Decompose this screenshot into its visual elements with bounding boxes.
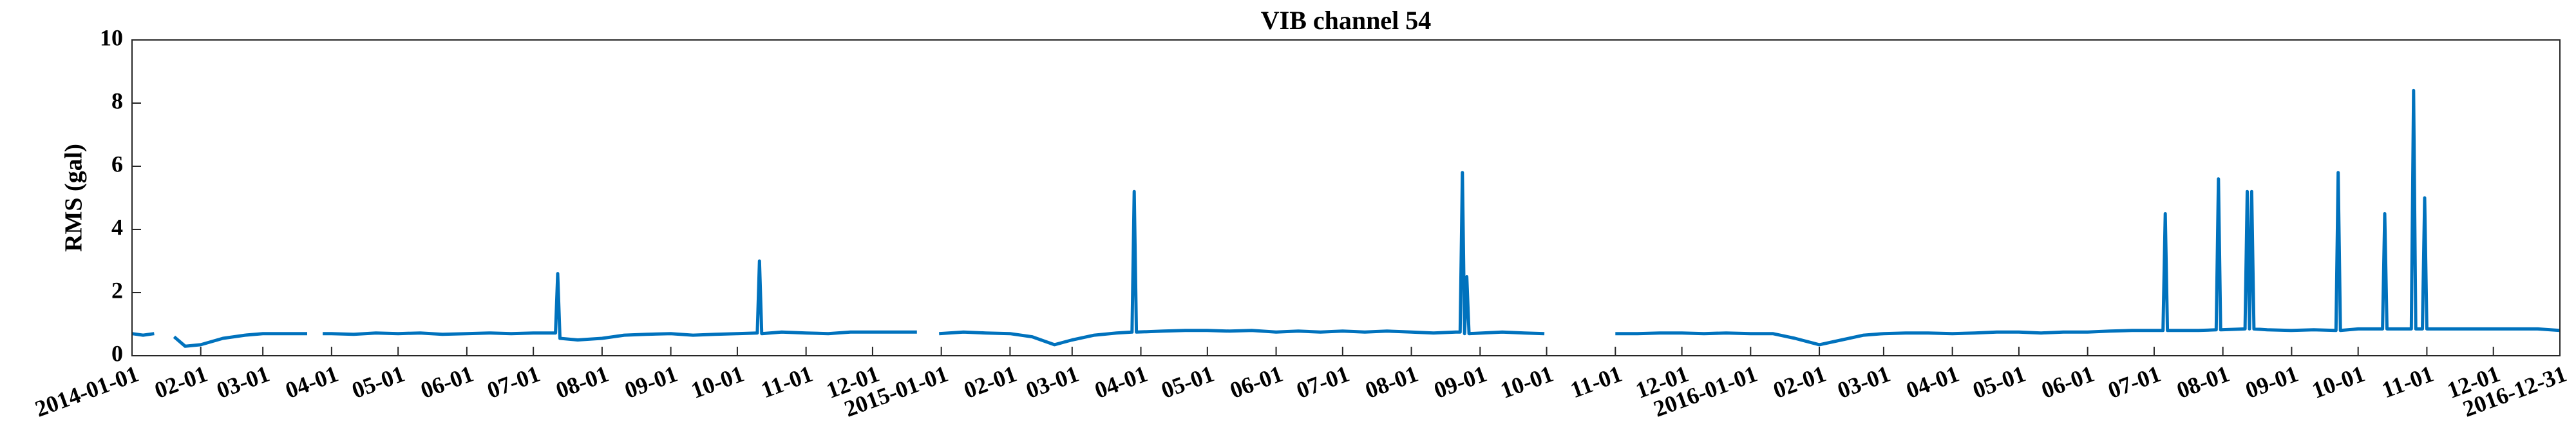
x-tick-label: 06-01 — [417, 361, 477, 403]
x-tick-label: 10-01 — [1497, 361, 1557, 403]
x-tick-label: 11-01 — [757, 361, 816, 403]
y-axis-label: RMS (gal) — [61, 144, 88, 252]
x-tick-label: 04-01 — [282, 361, 342, 403]
x-tick-label: 03-01 — [1834, 361, 1894, 403]
y-tick-label: 4 — [111, 214, 123, 240]
x-tick-label: 05-01 — [348, 361, 408, 403]
x-tick-label: 10-01 — [2309, 361, 2369, 403]
plot-frame — [131, 39, 2561, 356]
x-tick-label: 11-01 — [2378, 361, 2437, 403]
x-tick-label: 04-01 — [1091, 361, 1151, 403]
x-tick-label: 07-01 — [2105, 361, 2164, 403]
x-tick-label: 07-01 — [484, 361, 544, 403]
x-tick-label: 05-01 — [1969, 361, 2029, 403]
x-tick-label: 03-01 — [213, 361, 273, 403]
x-tick-label: 11-01 — [1567, 361, 1625, 403]
x-tick-label: 08-01 — [2174, 361, 2233, 403]
x-tick-label: 05-01 — [1158, 361, 1218, 403]
x-tick-label: 07-01 — [1293, 361, 1353, 403]
y-tick-label: 0 — [111, 340, 123, 366]
y-tick-label: 8 — [111, 88, 123, 113]
x-tick-label: 08-01 — [1362, 361, 1422, 403]
x-tick-label: 08-01 — [553, 361, 612, 403]
x-tick-label: 06-01 — [2038, 361, 2098, 403]
y-tick-label: 2 — [111, 277, 123, 303]
y-tick-label: 10 — [100, 24, 123, 50]
x-tick-label: 04-01 — [1903, 361, 1963, 403]
x-tick-label: 09-01 — [1430, 361, 1490, 403]
chart-title: VIB channel 54 — [1261, 6, 1432, 35]
x-tick-label: 02-01 — [960, 361, 1020, 403]
y-tick-label: 6 — [111, 151, 123, 177]
x-tick-label: 09-01 — [2242, 361, 2302, 403]
x-tick-label: 02-01 — [1770, 361, 1830, 403]
data-line — [131, 88, 2561, 348]
x-tick-label: 2014-01-01 — [32, 361, 142, 422]
x-tick-label: 02-01 — [151, 361, 211, 403]
x-tick-label: 10-01 — [688, 361, 748, 403]
x-tick-label: 03-01 — [1023, 361, 1083, 403]
x-tick-label: 06-01 — [1226, 361, 1286, 403]
x-tick-label: 09-01 — [621, 361, 681, 403]
